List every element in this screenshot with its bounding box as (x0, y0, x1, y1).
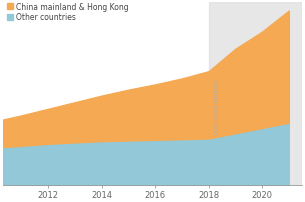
Text: DOJ's China Initiative: DOJ's China Initiative (214, 79, 219, 134)
Legend: China mainland & Hong Kong, Other countries: China mainland & Hong Kong, Other countr… (7, 3, 128, 22)
Bar (209, 3, 302, 185)
